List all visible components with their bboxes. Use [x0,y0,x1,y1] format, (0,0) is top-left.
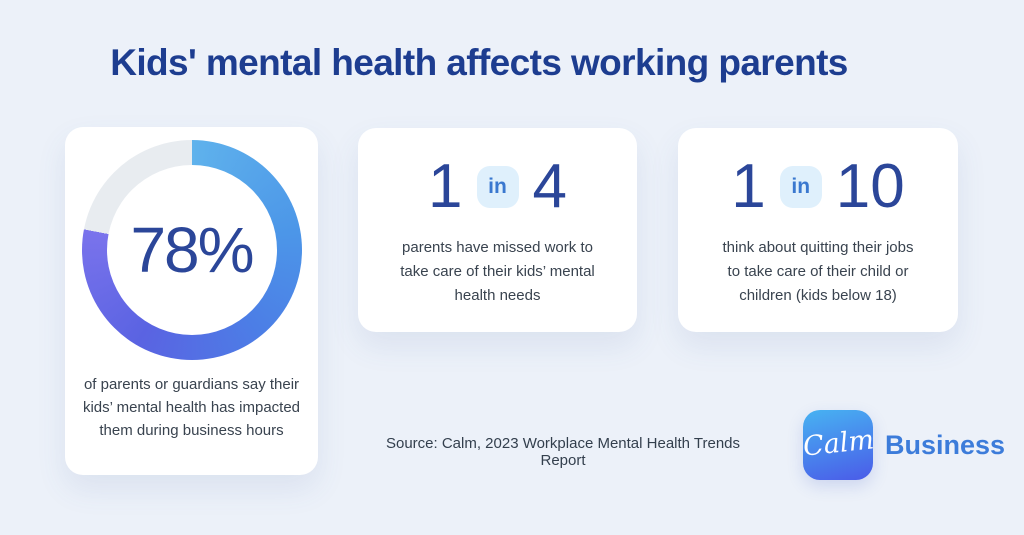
donut-caption: of parents or guardians say their kids’ … [73,373,310,442]
stat-card-1-in-10: 1 in 10 think about quitting their jobs … [678,128,958,332]
caption-line: kids’ mental health has impacted [82,399,301,416]
ratio-caption: parents have missed work to take care of… [368,236,627,308]
in-badge: in [779,166,822,208]
in-badge: in [476,166,519,208]
ratio-numerator: 1 [731,152,766,221]
ratio-denominator: 10 [835,152,905,221]
page-title: Kids' mental health affects working pare… [110,42,848,83]
caption-line: children (kids below 18) [739,287,897,304]
ratio-numerator: 1 [428,152,463,221]
donut-chart: 78% [81,140,302,360]
ratio-caption: think about quitting their jobs to take … [688,236,948,308]
caption-line: them during business hours [99,422,284,439]
calm-wordmark: Calm [801,424,875,463]
stat-card-donut: 78% of parents or guardians say their ki… [65,127,318,475]
stat-card-1-in-4: 1 in 4 parents have missed work to take … [358,128,637,332]
source-attribution: Source: Calm, 2023 Workplace Mental Heal… [385,435,741,469]
calm-logo-icon: Calm [801,410,875,480]
caption-line: take care of their kids’ mental [400,263,595,280]
caption-line: parents have missed work to [402,239,593,256]
caption-line: health needs [454,287,541,304]
brand-business-label: Business [885,429,1006,460]
donut-hole: 78% [106,165,277,335]
ratio-denominator: 4 [532,152,567,221]
caption-line: of parents or guardians say their [83,376,300,393]
calm-business-logo: Calm Business [801,410,1006,480]
caption-line: to take care of their child or [727,263,909,280]
ratio-stat: 1 in 10 [678,156,958,218]
ratio-stat: 1 in 4 [358,156,637,218]
caption-line: think about quitting their jobs [722,239,914,256]
donut-center-percentage: 78% [130,214,254,286]
